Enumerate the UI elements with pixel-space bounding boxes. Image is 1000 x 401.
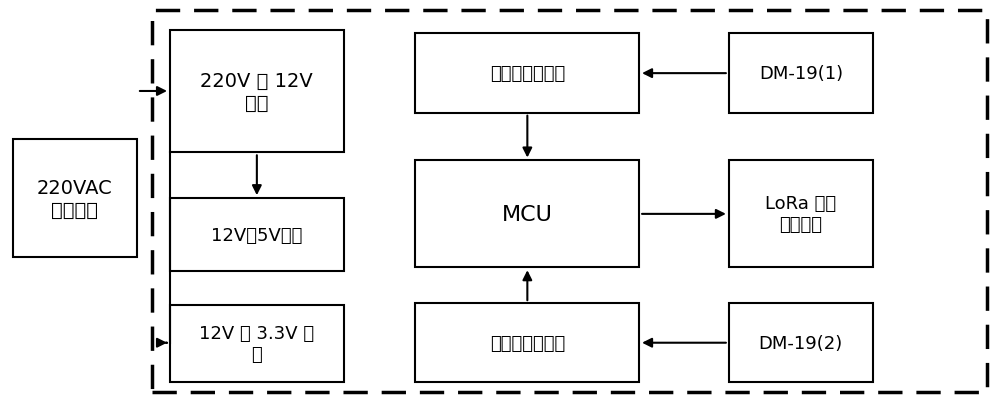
Text: 开关量采集模块: 开关量采集模块 bbox=[490, 334, 565, 352]
Bar bbox=[170, 198, 344, 272]
Text: 220V 转 12V
模块: 220V 转 12V 模块 bbox=[200, 71, 313, 112]
Text: DM-19(2): DM-19(2) bbox=[759, 334, 843, 352]
Text: 220VAC
市电输入: 220VAC 市电输入 bbox=[37, 178, 113, 219]
Bar bbox=[170, 305, 344, 383]
Bar bbox=[152, 11, 987, 392]
Text: LoRa 无线
通信模块: LoRa 无线 通信模块 bbox=[765, 195, 836, 234]
Bar bbox=[415, 303, 639, 383]
Text: DM-19(1): DM-19(1) bbox=[759, 65, 843, 83]
Bar bbox=[729, 303, 873, 383]
Bar bbox=[415, 161, 639, 268]
Bar bbox=[170, 30, 344, 153]
Bar bbox=[13, 139, 137, 258]
Text: 12V转5V模块: 12V转5V模块 bbox=[211, 226, 303, 244]
Text: 开关量采集模块: 开关量采集模块 bbox=[490, 65, 565, 83]
Bar bbox=[415, 34, 639, 113]
Bar bbox=[729, 34, 873, 113]
Bar bbox=[729, 161, 873, 268]
Text: MCU: MCU bbox=[502, 205, 553, 224]
Text: 12V 转 3.3V 模
块: 12V 转 3.3V 模 块 bbox=[199, 324, 314, 363]
